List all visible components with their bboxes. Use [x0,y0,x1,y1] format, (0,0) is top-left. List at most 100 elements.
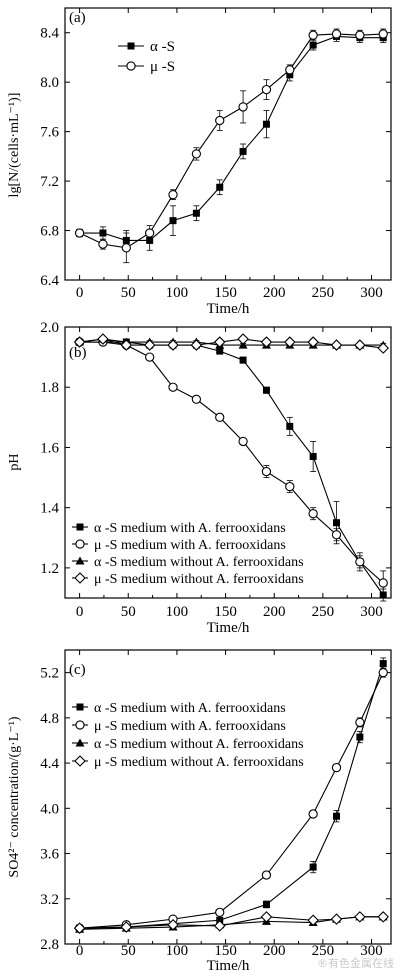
data-point [215,907,225,917]
y-tick-label: 1.6 [40,440,59,456]
y-axis-label: SO4²⁻ concentration/(g·L⁻¹) [7,716,22,878]
data-point [309,452,317,460]
data-point [354,911,366,923]
data-point [261,84,272,95]
data-point [378,667,388,678]
plot-frame [64,326,392,599]
data-point [169,217,177,225]
y-tick-label: 1.4 [40,501,59,517]
data-point [239,356,247,364]
y-tick-label: 4.8 [40,711,59,727]
data-point [97,333,109,345]
y-axis-label: lg[N/(cells·mL⁻¹)] [7,93,22,198]
chart-panel-1: 0 50 100 150 200 250 300 6.4 6.8 7.2 7.6 8.0 8.4 Time… [7,7,392,317]
data-point [307,914,319,927]
data-point [262,386,270,394]
x-tick-label: 150 [214,943,237,959]
x-tick-label: 100 [166,604,189,620]
data-point [192,209,200,217]
data-point [167,918,179,931]
data-point [98,239,108,249]
legend-label: α -S medium without A. ferrooxidans [94,737,304,752]
data-point [378,29,388,39]
data-point [190,339,203,351]
data-point [145,228,155,238]
legend-marker [76,703,84,711]
data-point [377,342,389,354]
data-point [168,190,178,200]
data-point [333,812,341,820]
data-point [379,660,387,668]
data-point [145,352,155,362]
x-tick-label: 200 [263,604,286,620]
data-point [355,717,365,728]
y-axis-label: pH [7,453,22,470]
data-point [308,30,318,40]
data-point [308,509,318,519]
y-tick-label: 6.8 [40,224,59,240]
x-tick-label: 50 [121,604,136,620]
legend-marker [75,556,85,565]
y-tick-label: 3.2 [40,892,59,908]
x-tick-label: 50 [121,285,136,301]
data-point [237,333,249,345]
x-tick-label: 200 [263,285,286,301]
series-4 [73,911,389,934]
x-tick-label: 0 [76,943,84,959]
data-point [308,809,318,819]
x-tick-label: 0 [76,604,84,620]
x-axis-label: Time/h [207,620,250,636]
data-point [356,733,364,741]
legend: α -S medium with A. ferrooxidans μ -S med… [72,701,304,770]
data-point [239,147,247,155]
x-tick-label: 100 [166,285,189,301]
y-tick-label: 5.2 [40,666,59,682]
y-tick-label: 6.4 [40,273,59,289]
legend: α -S μ -S [118,39,175,75]
data-point [331,29,342,39]
legend-marker [75,539,85,549]
series-1 [76,31,387,251]
data-point [216,183,224,191]
data-point [73,922,86,934]
x-tick-label: 50 [121,943,136,959]
series-1 [76,657,387,932]
y-tick-label: 7.2 [40,174,59,190]
panel-label: (b) [69,345,87,361]
data-point [120,339,133,351]
series-3 [75,912,388,933]
data-point [238,102,248,112]
data-point [191,394,202,404]
legend-marker [74,755,86,767]
chart-panel-2: 0 50 100 150 200 250 300 1.2 1.4 1.6 1.8 2.0 Time/h p… [7,320,392,636]
y-tick-label: 8.0 [40,75,59,91]
series-2 [74,28,388,264]
data-point [167,339,179,351]
legend-marker [75,738,85,747]
x-tick-label: 250 [312,943,335,959]
x-tick-label: 150 [214,285,237,301]
data-point [309,41,317,49]
data-point [215,115,225,126]
x-tick-label: 0 [76,285,84,301]
data-point [354,339,366,351]
panel-label: (c) [69,662,86,678]
y-tick-label: 2.8 [40,937,59,953]
x-tick-label: 150 [214,604,237,620]
y-tick-label: 7.6 [40,125,59,141]
data-point [284,336,296,348]
chart-panel-3: 0 50 100 150 200 250 300 2.8 3.2 3.6 4.0 4.4 4.8 5.2 T… [7,649,392,973]
data-point [285,65,295,75]
series-4 [73,333,389,354]
data-point [330,339,343,351]
data-point [260,911,273,923]
data-point [121,243,131,253]
data-point [73,336,86,348]
data-point [168,382,178,392]
data-point [238,436,248,447]
legend-marker [127,42,135,50]
legend-label: μ -S medium with A. ferrooxidans [94,719,286,734]
data-point [330,913,343,925]
legend: α -S medium with A. ferrooxidans μ -S med… [72,521,304,587]
